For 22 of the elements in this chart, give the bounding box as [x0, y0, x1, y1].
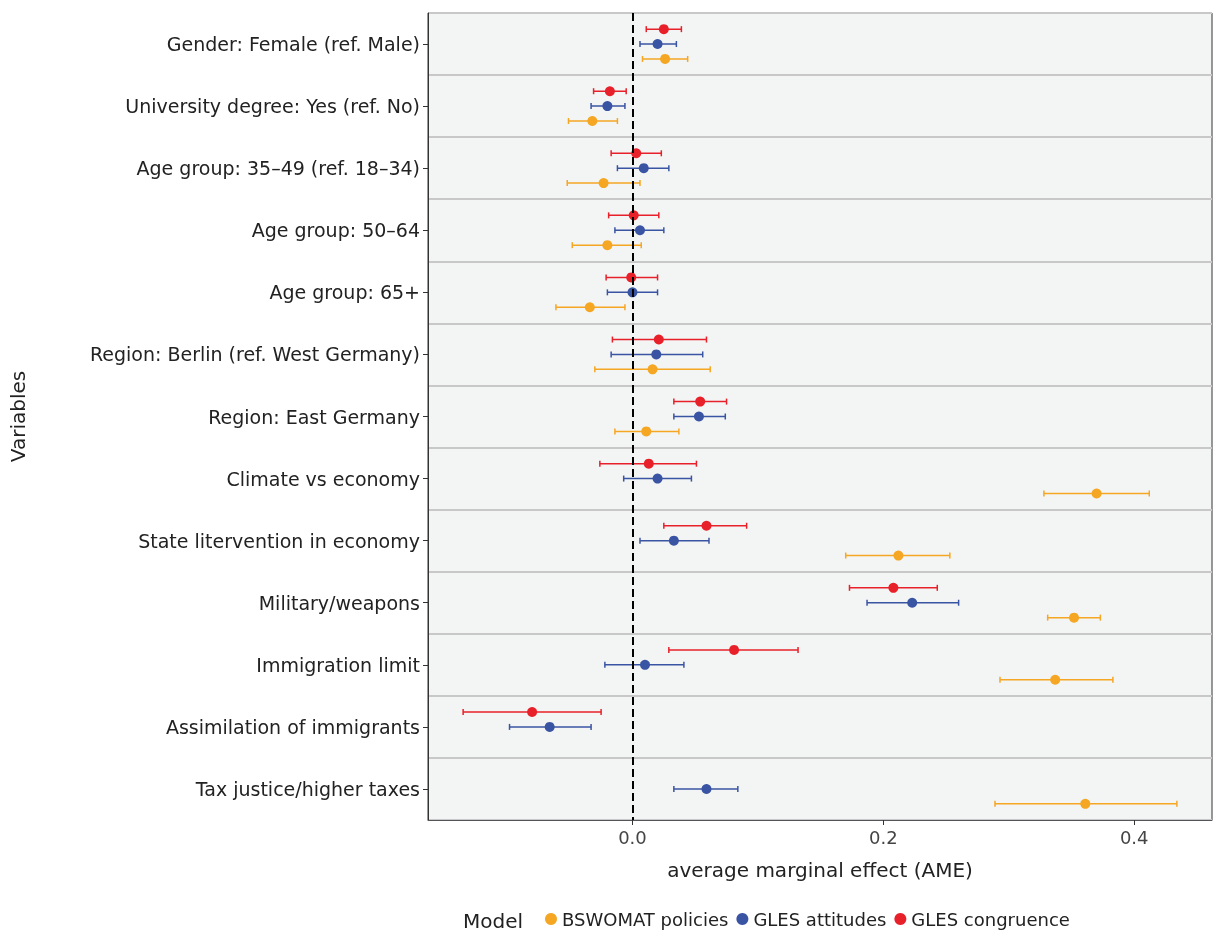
- y-tick-label: University degree: Yes (ref. No): [125, 95, 420, 118]
- y-tick-label: Gender: Female (ref. Male): [166, 33, 420, 56]
- y-tick-label: Region: Berlin (ref. West Germany): [89, 343, 420, 366]
- x-tick-label: 0.4: [1119, 826, 1149, 848]
- legend-label: GLES attitudes: [753, 908, 887, 930]
- legend-title: Model: [463, 909, 524, 933]
- y-tick-label: Tax justice/higher taxes: [194, 777, 420, 800]
- y-tick-label: Region: East Germany: [208, 405, 420, 428]
- legend-label: BSWOMAT policies: [562, 908, 729, 930]
- y-tick-label: Assimilation of immigrants: [165, 715, 420, 738]
- y-tick-label: Age group: 35–49 (ref. 18–34): [136, 157, 420, 180]
- y-tick-label: Age group: 50–64: [251, 219, 420, 242]
- y-tick-label: Immigration limit: [256, 653, 420, 676]
- y-tick-label: State litervention in economy: [138, 529, 420, 552]
- x-tick-label: 0.0: [618, 826, 647, 848]
- y-tick-label: Age group: 65+: [269, 281, 420, 304]
- y-axis-title: Variables: [6, 370, 30, 463]
- legend-label: GLES congruence: [911, 908, 1070, 930]
- x-tick-label: 0.2: [869, 826, 898, 848]
- x-axis-title: average marginal effect (AME): [667, 858, 973, 882]
- y-tick-label: Climate vs economy: [226, 467, 420, 490]
- y-tick-label: Military/weapons: [258, 591, 420, 614]
